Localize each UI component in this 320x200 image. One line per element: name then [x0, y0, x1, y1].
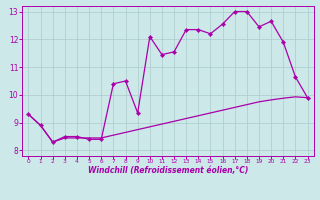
X-axis label: Windchill (Refroidissement éolien,°C): Windchill (Refroidissement éolien,°C): [88, 166, 248, 175]
